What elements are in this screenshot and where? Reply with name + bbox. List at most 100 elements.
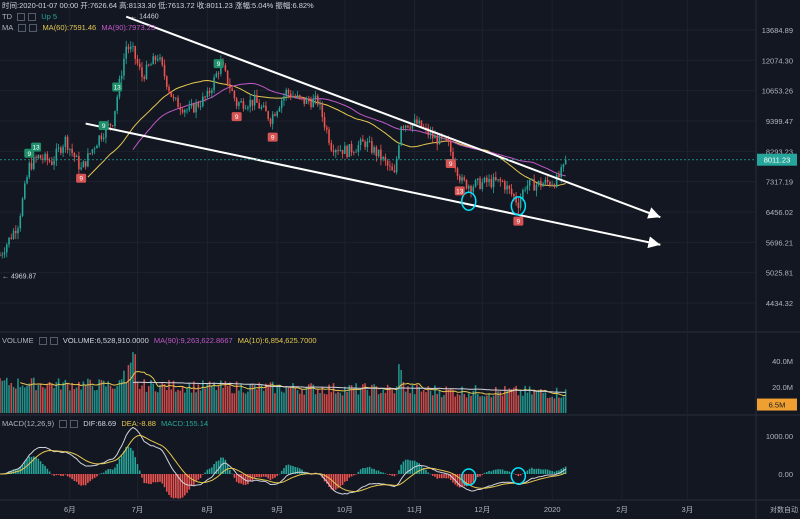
- candle-body: [501, 181, 504, 183]
- macd-hist-bar: [30, 456, 33, 474]
- settings-icon[interactable]: [17, 13, 26, 22]
- volume-bar: [537, 389, 540, 413]
- candle-body: [452, 151, 454, 163]
- candle-body: [409, 127, 411, 129]
- volume-bar: [292, 383, 294, 413]
- volume-bar: [78, 381, 80, 413]
- macd-hist-bar: [211, 467, 213, 474]
- macd-hist-bar: [422, 467, 425, 474]
- settings-icon[interactable]: [59, 420, 68, 429]
- macd-hist-bar: [33, 456, 35, 474]
- volume-bar: [30, 378, 33, 413]
- candle-body: [404, 125, 407, 128]
- candle-body: [28, 162, 31, 178]
- settings-icon[interactable]: [38, 337, 47, 346]
- x-tick-label: 8月: [202, 505, 214, 514]
- close-icon[interactable]: [28, 13, 37, 22]
- macd-hist-bar: [217, 460, 220, 474]
- candle-body: [427, 127, 429, 135]
- volume-last-tag: [757, 398, 797, 411]
- candle-body: [431, 132, 434, 139]
- macd-hist-bar: [69, 474, 71, 478]
- macd-hist-bar: [339, 474, 342, 487]
- close-icon[interactable]: [49, 337, 58, 346]
- candle-body: [141, 67, 143, 78]
- candle-body: [24, 183, 26, 199]
- volume-bar: [553, 398, 556, 413]
- macd-hist-bar: [46, 468, 49, 474]
- volume-y-tick: 20.0M: [772, 383, 793, 392]
- macd-hist-bar: [436, 474, 439, 479]
- candle-body: [44, 153, 46, 160]
- y-tick-label: 4434.32: [766, 299, 793, 308]
- macd-hist-bar: [186, 474, 188, 493]
- volume-bar: [120, 379, 123, 413]
- volume-bar: [21, 385, 24, 413]
- candle-body: [188, 106, 191, 110]
- macd-hist-bar: [407, 459, 409, 474]
- candle-body: [3, 252, 6, 255]
- candle-body: [69, 148, 71, 151]
- macd-hist-bar: [276, 474, 278, 476]
- candle-body: [310, 101, 312, 108]
- close-icon[interactable]: [29, 24, 38, 33]
- volume-bar: [326, 394, 328, 413]
- candle-body: [549, 181, 551, 186]
- volume-bar: [3, 380, 6, 413]
- macd-hist-bar: [87, 474, 89, 483]
- x-tick-label: 12月: [474, 505, 490, 514]
- macd-label: MACD(12,26,9): [2, 419, 55, 428]
- candle-body: [515, 196, 517, 203]
- volume-bar: [73, 389, 76, 413]
- volume-bar: [389, 387, 391, 413]
- macd-hist-bar: [337, 474, 339, 489]
- volume-bar: [0, 378, 1, 413]
- volume-bar: [339, 392, 342, 413]
- macd-hist-bar: [154, 474, 157, 483]
- volume-bar: [271, 381, 274, 413]
- candle-body: [524, 189, 526, 191]
- ma60-line: [87, 79, 566, 187]
- volume-bar: [42, 387, 44, 413]
- volume-bar: [138, 389, 141, 413]
- x-tick-label: 2020: [544, 505, 561, 514]
- volume-bar: [407, 386, 409, 413]
- candle-body: [495, 177, 497, 181]
- macd-hist-bar: [179, 474, 182, 499]
- candle-body: [517, 202, 520, 208]
- candle-body: [375, 147, 378, 156]
- volume-bar: [458, 395, 461, 413]
- candle-body: [109, 123, 112, 126]
- candle-body: [249, 99, 251, 108]
- volume-bar: [384, 392, 387, 413]
- candle-body: [490, 179, 493, 188]
- candle-body: [526, 185, 529, 190]
- volume-bar: [161, 382, 164, 413]
- candle-body: [283, 96, 285, 101]
- candle-body: [238, 102, 240, 106]
- candle-body: [305, 98, 308, 104]
- candle-body: [474, 180, 477, 187]
- candle-body: [285, 89, 288, 97]
- volume-ma10: MA(10):6,854,625.7000: [237, 336, 317, 345]
- volume-bar: [64, 379, 67, 413]
- candle-body: [71, 148, 73, 153]
- macd-hist-bar: [519, 474, 522, 476]
- candle-body: [240, 101, 242, 103]
- macd-hist-bar: [294, 466, 297, 474]
- macd-hist-bar: [96, 474, 98, 477]
- close-icon[interactable]: [70, 420, 79, 429]
- settings-icon[interactable]: [18, 24, 27, 33]
- td-marker-label: 9: [102, 123, 106, 130]
- candle-body: [479, 178, 481, 189]
- candle-body: [217, 73, 220, 75]
- candle-body: [98, 135, 100, 146]
- volume-bar: [267, 384, 269, 413]
- candle-body: [364, 141, 366, 148]
- macd-hist-bar: [226, 465, 229, 474]
- volume-bar: [156, 392, 159, 413]
- candle-body: [384, 157, 387, 161]
- macd-hist-bar: [222, 457, 224, 474]
- candle-body: [445, 137, 448, 141]
- volume-bar: [168, 379, 170, 413]
